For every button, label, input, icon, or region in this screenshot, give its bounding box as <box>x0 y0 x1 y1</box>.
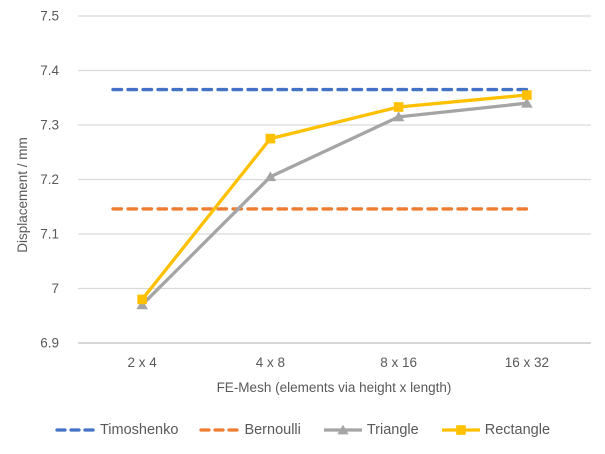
legend-item-triangle: Triangle <box>322 422 419 438</box>
y-axis-tick-label: 7.4 <box>40 63 59 78</box>
series-rectangle-marker-square <box>137 294 147 305</box>
legend-sample-triangle-line-icon <box>323 424 362 435</box>
legend-label-triangle: Triangle <box>366 422 419 438</box>
y-axis-title: Displacement / mm <box>15 137 30 253</box>
series-rectangle-marker-square <box>265 133 276 144</box>
y-axis-tick-label: 7 <box>51 281 59 296</box>
legend-sample-rectangle-line-icon <box>441 425 480 435</box>
legend-item-bernoulli: Bernoulli <box>199 422 301 438</box>
series-triangle-marker-triangle <box>264 171 277 182</box>
x-axis-tick-label: 16 x 32 <box>505 355 549 370</box>
legend-label-bernoulli: Bernoulli <box>244 422 301 438</box>
y-axis-tick-label: 7.1 <box>40 227 59 242</box>
legend-item-rectangle: Rectangle <box>440 422 550 438</box>
series-rectangle-marker-square <box>393 102 404 112</box>
y-axis-tick-label: 7.3 <box>40 118 59 133</box>
series-triangle-line <box>140 101 528 307</box>
legend-item-timoshenko: Timoshenko <box>55 422 178 438</box>
x-axis-tick-label: 2 x 4 <box>127 355 157 370</box>
y-axis-tick-label: 7.2 <box>40 172 59 187</box>
series-triangle-marker-triangle <box>392 111 405 122</box>
chart-plot-area: FE-Mesh (elements via height x length) D… <box>15 9 591 395</box>
series-triangle-marker-triangle <box>521 97 533 108</box>
series-rectangle-line <box>140 93 528 301</box>
x-axis-title: FE-Mesh (elements via height x length) <box>217 380 452 395</box>
legend-sample-timoshenko-dashed-line-icon <box>55 428 97 432</box>
legend-label-rectangle: Rectangle <box>484 422 551 438</box>
series-rectangle-marker-square <box>522 90 532 100</box>
legend-label-timoshenko: Timoshenko <box>99 422 179 438</box>
legend-sample-bernoulli-dashed-line-icon <box>199 428 242 432</box>
x-axis-tick-label: 8 x 16 <box>380 355 417 370</box>
y-axis-tick-label: 7.5 <box>40 9 59 24</box>
chart-legend: Timoshenko Bernoulli Triangle Rectangle <box>0 414 605 446</box>
y-axis-tick-label: 6.9 <box>40 336 59 351</box>
series-triangle-marker-triangle <box>136 299 148 310</box>
x-axis-tick-label: 4 x 8 <box>256 355 285 370</box>
